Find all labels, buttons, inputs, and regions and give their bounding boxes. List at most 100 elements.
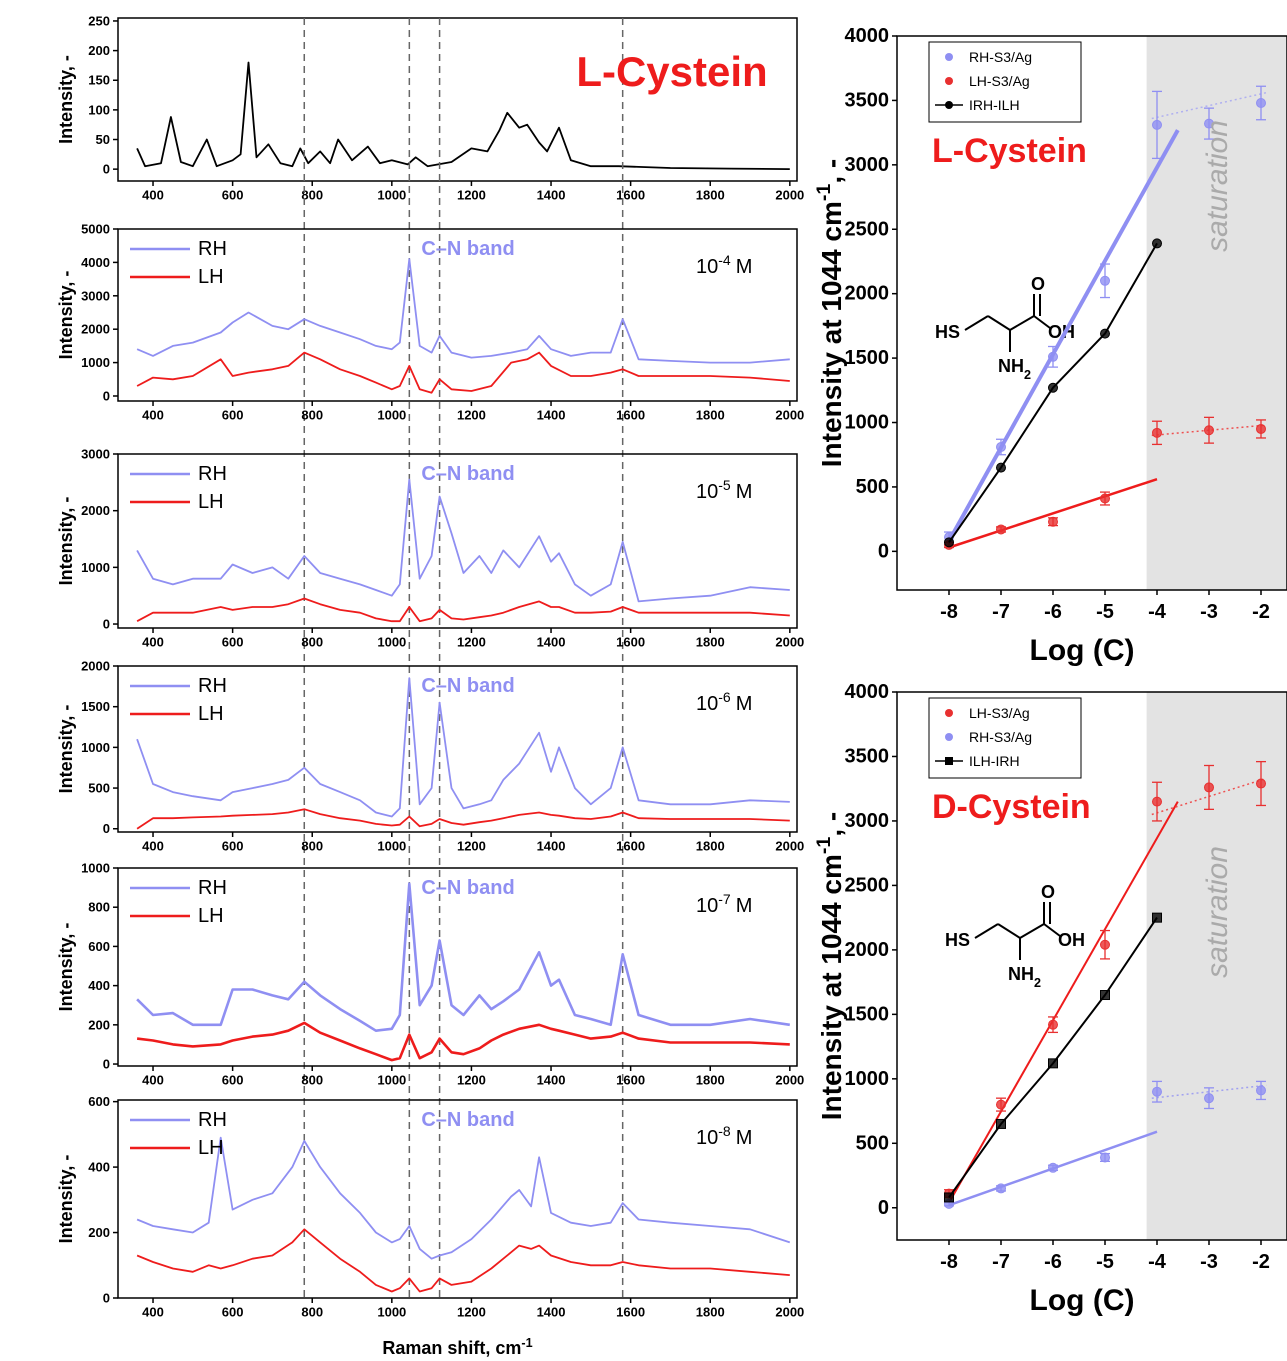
marker <box>996 1118 1006 1129</box>
bond <box>964 315 989 331</box>
y-axis-label-part: , - <box>816 812 847 837</box>
concentration-label-part: M <box>736 256 753 278</box>
x-tick-label: 800 <box>301 408 323 423</box>
concentration-label: 10-4 M <box>696 252 752 278</box>
x-axis-label-part: -1 <box>521 1336 532 1350</box>
bond <box>997 923 1021 939</box>
y-tick-label: 800 <box>88 900 110 915</box>
x-tick-label: 1400 <box>537 1073 566 1088</box>
y-axis-label-part: -1 <box>813 184 835 202</box>
marker <box>944 1192 954 1203</box>
marker <box>996 462 1006 473</box>
y-tick-label: 0 <box>878 1197 889 1219</box>
marker <box>996 524 1006 535</box>
y-axis-label: Intensity, - <box>56 55 76 144</box>
y-tick-label: 0 <box>878 540 889 562</box>
legend-box <box>928 41 1082 123</box>
x-tick-label: 1800 <box>696 188 725 203</box>
marker <box>996 1183 1006 1194</box>
data-line <box>136 61 790 170</box>
frame <box>896 691 1287 1241</box>
plot-area <box>136 61 790 170</box>
x-tick-label: 2000 <box>775 408 804 423</box>
data-line <box>948 242 1158 543</box>
x-tick-label: 600 <box>222 1073 244 1088</box>
marker <box>1204 1093 1214 1104</box>
y-tick-label: 1500 <box>845 1003 890 1025</box>
legend-box <box>928 697 1082 779</box>
marker <box>1204 425 1214 436</box>
y-tick-label: 2500 <box>845 874 890 896</box>
y-tick-label: 1000 <box>81 560 110 575</box>
marker <box>1256 1085 1266 1096</box>
legend-label: LH-S3/Ag <box>969 73 1030 89</box>
frame <box>117 665 798 833</box>
saturation-region <box>1146 36 1287 590</box>
data-line <box>136 1228 790 1293</box>
x-tick-label: 2000 <box>775 188 804 203</box>
y-tick-label: 0 <box>103 1057 110 1072</box>
x-tick-label: 1400 <box>537 635 566 650</box>
x-tick-label: 1800 <box>696 1305 725 1320</box>
frame <box>896 35 1287 591</box>
y-axis-label: Intensity, - <box>56 923 76 1012</box>
concentration-label-part: M <box>736 895 753 917</box>
x-tick-label: 2000 <box>775 839 804 854</box>
bond <box>974 923 999 939</box>
marker <box>1100 939 1110 950</box>
x-tick-label: -5 <box>1096 601 1114 623</box>
y-tick-label: 3000 <box>81 447 110 462</box>
plot-area <box>136 677 790 830</box>
y-tick-label: 0 <box>103 388 110 403</box>
concentration-label-part: M <box>736 693 753 715</box>
legend-label: ILH-IRH <box>969 753 1020 769</box>
x-tick-label: -5 <box>1096 1251 1114 1273</box>
data-line <box>136 677 790 818</box>
legend-label: LH <box>198 1137 224 1159</box>
x-tick-label: 1600 <box>616 188 645 203</box>
marker <box>1048 1162 1058 1173</box>
legend-label: IRH-ILH <box>969 97 1020 113</box>
marker <box>1048 1058 1058 1069</box>
frame <box>117 453 798 629</box>
concentration-label: 10-7 M <box>696 891 752 917</box>
y-tick-label: 0 <box>103 821 110 836</box>
y-axis-label: Intensity, - <box>56 705 76 794</box>
x-tick-label: 1800 <box>696 408 725 423</box>
x-tick-label: 1600 <box>616 408 645 423</box>
band-annotation: C–N band <box>421 463 514 485</box>
x-tick-label: 1200 <box>457 1073 486 1088</box>
atom-label: O <box>1041 882 1055 902</box>
y-tick-label: 3000 <box>81 288 110 303</box>
data-line <box>136 808 790 830</box>
y-tick-label: 400 <box>88 1160 110 1175</box>
y-tick-label: 1000 <box>845 412 890 434</box>
y-tick-label: 500 <box>856 476 889 498</box>
x-tick-label: 2000 <box>775 1305 804 1320</box>
marker <box>1152 427 1162 438</box>
plot-area <box>136 882 790 1062</box>
legend-label: RH <box>198 1109 227 1131</box>
x-tick-label: 800 <box>301 635 323 650</box>
x-tick-label: -7 <box>992 1251 1010 1273</box>
data-line <box>948 917 1158 1198</box>
y-tick-label: 500 <box>856 1132 889 1154</box>
fit-line <box>948 478 1158 549</box>
y-axis-label: Intensity, - <box>56 271 76 360</box>
fit-line <box>948 801 1179 1204</box>
bond <box>1033 315 1051 329</box>
marker <box>1100 1152 1110 1163</box>
y-tick-label: 2000 <box>845 939 890 961</box>
concentration-label: 10-6 M <box>696 689 752 715</box>
x-tick-label: 1000 <box>377 1073 406 1088</box>
x-tick-label: 1400 <box>537 408 566 423</box>
y-tick-label: 0 <box>103 162 110 177</box>
marker <box>1152 1086 1162 1097</box>
marker <box>1152 119 1162 130</box>
marker <box>1100 275 1110 286</box>
band-annotation: C–N band <box>421 675 514 697</box>
legend-marker <box>945 757 953 765</box>
legend-label: LH <box>198 905 224 927</box>
legend-marker <box>945 709 953 717</box>
